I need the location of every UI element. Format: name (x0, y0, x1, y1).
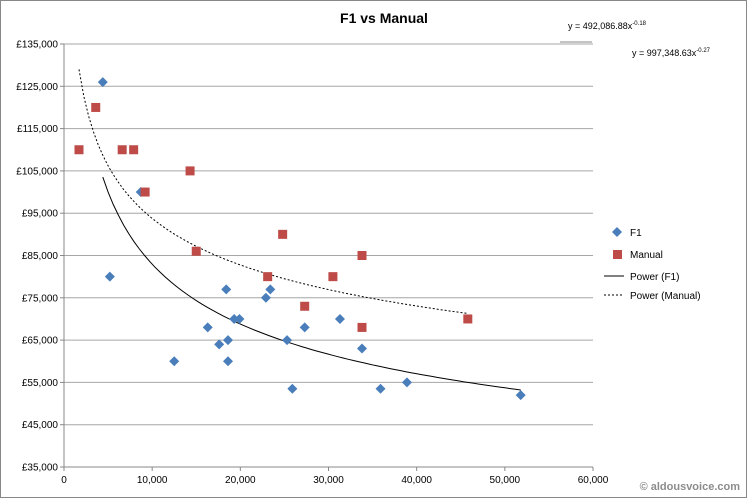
y-tick-label: £135,000 (16, 40, 58, 51)
y-tick-label: £75,000 (22, 293, 59, 304)
point-f1 (222, 335, 233, 346)
y-tick-label: £95,000 (22, 209, 59, 220)
point-manual (140, 187, 150, 197)
gridlines (64, 43, 593, 426)
legend-item-manual: Manual (613, 250, 663, 261)
point-manual (91, 102, 101, 112)
point-manual (463, 314, 473, 324)
chart-title: F1 vs Manual (340, 10, 428, 26)
point-manual (278, 229, 288, 239)
point-manual (357, 322, 367, 332)
equation-1: y = 492,086.88x-0.18 (568, 21, 647, 31)
point-manual (328, 272, 338, 282)
point-f1 (282, 335, 293, 346)
y-tick-label: £105,000 (16, 166, 58, 177)
legend-diamond-icon (612, 227, 622, 237)
point-f1 (97, 77, 108, 88)
y-tick-label: £65,000 (22, 336, 59, 347)
point-manual (357, 251, 367, 260)
equation-2: y = 997,348.63x-0.27 (632, 48, 711, 58)
point-f1 (169, 356, 180, 367)
point-f1 (515, 390, 526, 401)
svg-text:Power (Manual): Power (Manual) (630, 291, 701, 302)
point-manual (129, 145, 139, 155)
point-f1 (221, 284, 232, 295)
point-f1 (334, 313, 345, 324)
x-tick-label: 10,000 (137, 475, 168, 486)
svg-text:Power (F1): Power (F1) (630, 272, 679, 283)
point-manual (191, 246, 201, 256)
y-tick-label: £115,000 (17, 124, 58, 135)
point-f1 (234, 313, 245, 324)
legend-item-power-f1: Power (F1) (604, 272, 679, 283)
point-f1 (222, 356, 233, 367)
svg-text:F1: F1 (630, 228, 642, 239)
point-manual (263, 272, 273, 282)
point-f1 (375, 383, 386, 394)
point-f1 (299, 322, 310, 333)
y-tick-label: £85,000 (22, 251, 59, 262)
point-f1 (260, 292, 271, 303)
point-f1 (229, 313, 240, 324)
x-tick-label: 40,000 (401, 475, 432, 486)
point-f1 (202, 322, 213, 333)
y-tick-label: £55,000 (22, 378, 59, 389)
point-manual (74, 145, 84, 155)
watermark: © aldousvoice.com (640, 481, 741, 493)
y-tick-label: £45,000 (22, 420, 59, 431)
x-tick-label: 30,000 (313, 475, 344, 486)
point-f1 (214, 339, 225, 350)
x-tick-label: 20,000 (225, 475, 256, 486)
point-manual (185, 166, 195, 176)
legend-square-icon (613, 250, 622, 259)
point-f1 (104, 271, 115, 282)
trendline-power-f1 (102, 176, 521, 391)
legend-item-f1: F1 (612, 227, 642, 239)
point-f1 (357, 343, 368, 354)
x-tick-label: 50,000 (490, 475, 521, 486)
svg-text:Manual: Manual (630, 250, 663, 261)
point-f1 (287, 383, 298, 394)
x-tick-label: 60,000 (578, 475, 609, 486)
legend: F1 Manual Power (F1) Power (Manual) (604, 227, 701, 302)
point-manual (300, 301, 310, 311)
x-tick-label: 0 (61, 475, 67, 486)
point-f1 (401, 377, 412, 388)
point-f1 (265, 284, 276, 295)
point-manual (117, 145, 127, 155)
trendline-power-manual (78, 69, 468, 314)
y-tick-label: £35,000 (22, 463, 59, 474)
legend-item-power-manual: Power (Manual) (604, 291, 701, 302)
y-tick-label: £125,000 (16, 82, 58, 93)
